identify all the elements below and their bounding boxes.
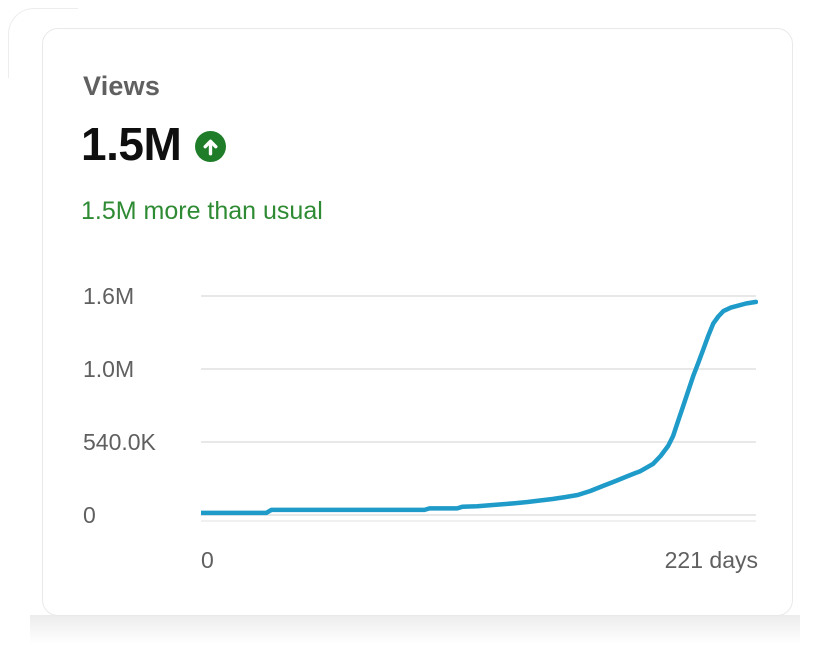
card-title: Views (83, 71, 161, 101)
views-series-line (201, 299, 758, 516)
window-corner-decoration (8, 8, 78, 78)
x-axis-labels: 0 221 days (201, 547, 758, 574)
chart-plot[interactable] (201, 284, 758, 534)
y-axis-tick-label: 0 (83, 502, 96, 528)
trend-text: 1.5M more than usual (81, 197, 323, 225)
y-axis-tick-label: 1.6M (83, 283, 135, 309)
x-axis-max-label: 221 days (664, 547, 758, 573)
y-axis-tick-label: 540.0K (83, 429, 156, 455)
metric-value: 1.5M (81, 118, 182, 170)
arrow-up-circle-icon (195, 130, 227, 162)
views-analytics-card[interactable]: Views 1.5M 1.5M more than usual 1.6M 1.0… (42, 28, 793, 616)
metric-row: 1.5M (81, 117, 227, 171)
x-axis-min-label: 0 (201, 547, 214, 573)
views-line-chart: 1.6M 1.0M 540.0K 0 0 221 days (43, 29, 794, 617)
card-drop-shadow (30, 615, 800, 645)
y-axis-tick-label: 1.0M (83, 356, 135, 382)
